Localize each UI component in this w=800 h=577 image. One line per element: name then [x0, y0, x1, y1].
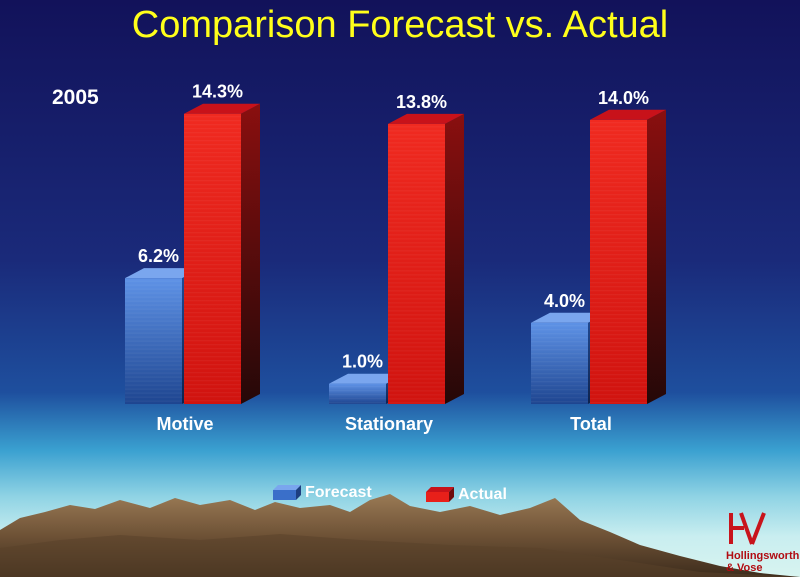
data-label-forecast-total: 4.0%	[544, 291, 585, 311]
category-label-motive: Motive	[156, 414, 213, 434]
bar-front	[531, 322, 588, 404]
legend-item-forecast: Forecast	[273, 484, 372, 502]
bar-top	[531, 312, 607, 323]
data-label-actual-total: 14.0%	[598, 88, 649, 108]
data-label-actual-stationary: 13.8%	[396, 92, 447, 112]
bar-front	[590, 119, 647, 405]
bar-top	[329, 373, 405, 384]
bar-actual-stationary	[388, 113, 464, 405]
category-label-total: Total	[570, 414, 612, 434]
bar-side	[647, 109, 666, 405]
bar-side	[445, 113, 464, 405]
bar-side	[241, 103, 260, 405]
chart-title: Comparison Forecast vs. Actual	[131, 4, 669, 46]
category-label-stationary: Stationary	[345, 414, 433, 434]
bar-actual-total	[590, 109, 666, 405]
company-logo: Hollingsworth & Vose	[722, 510, 800, 577]
logo-line-1: Hollingsworth	[726, 550, 800, 562]
bar-front	[329, 383, 386, 404]
legend-item-actual: Actual	[426, 486, 507, 504]
bar-top	[125, 268, 201, 279]
legend-swatch-actual	[426, 487, 454, 502]
data-label-forecast-motive: 6.2%	[138, 246, 179, 266]
data-label-forecast-stationary: 1.0%	[342, 352, 383, 372]
bar-front	[388, 123, 445, 405]
legend-swatch-forecast	[273, 485, 301, 500]
logo-line-2: & Vose	[726, 562, 763, 574]
year-label: 2005	[52, 86, 99, 109]
data-label-actual-motive: 14.3%	[192, 82, 243, 102]
legend-label-forecast: Forecast	[305, 484, 372, 501]
bar-actual-motive	[184, 103, 260, 405]
legend-label-actual: Actual	[458, 486, 507, 503]
mountain-shadow	[0, 534, 800, 577]
bar-top	[590, 109, 666, 120]
bar-front	[125, 278, 182, 404]
bar-front	[184, 113, 241, 405]
bar-top	[184, 103, 260, 114]
hv-logo-mark	[729, 512, 766, 545]
bar-top	[388, 113, 464, 124]
